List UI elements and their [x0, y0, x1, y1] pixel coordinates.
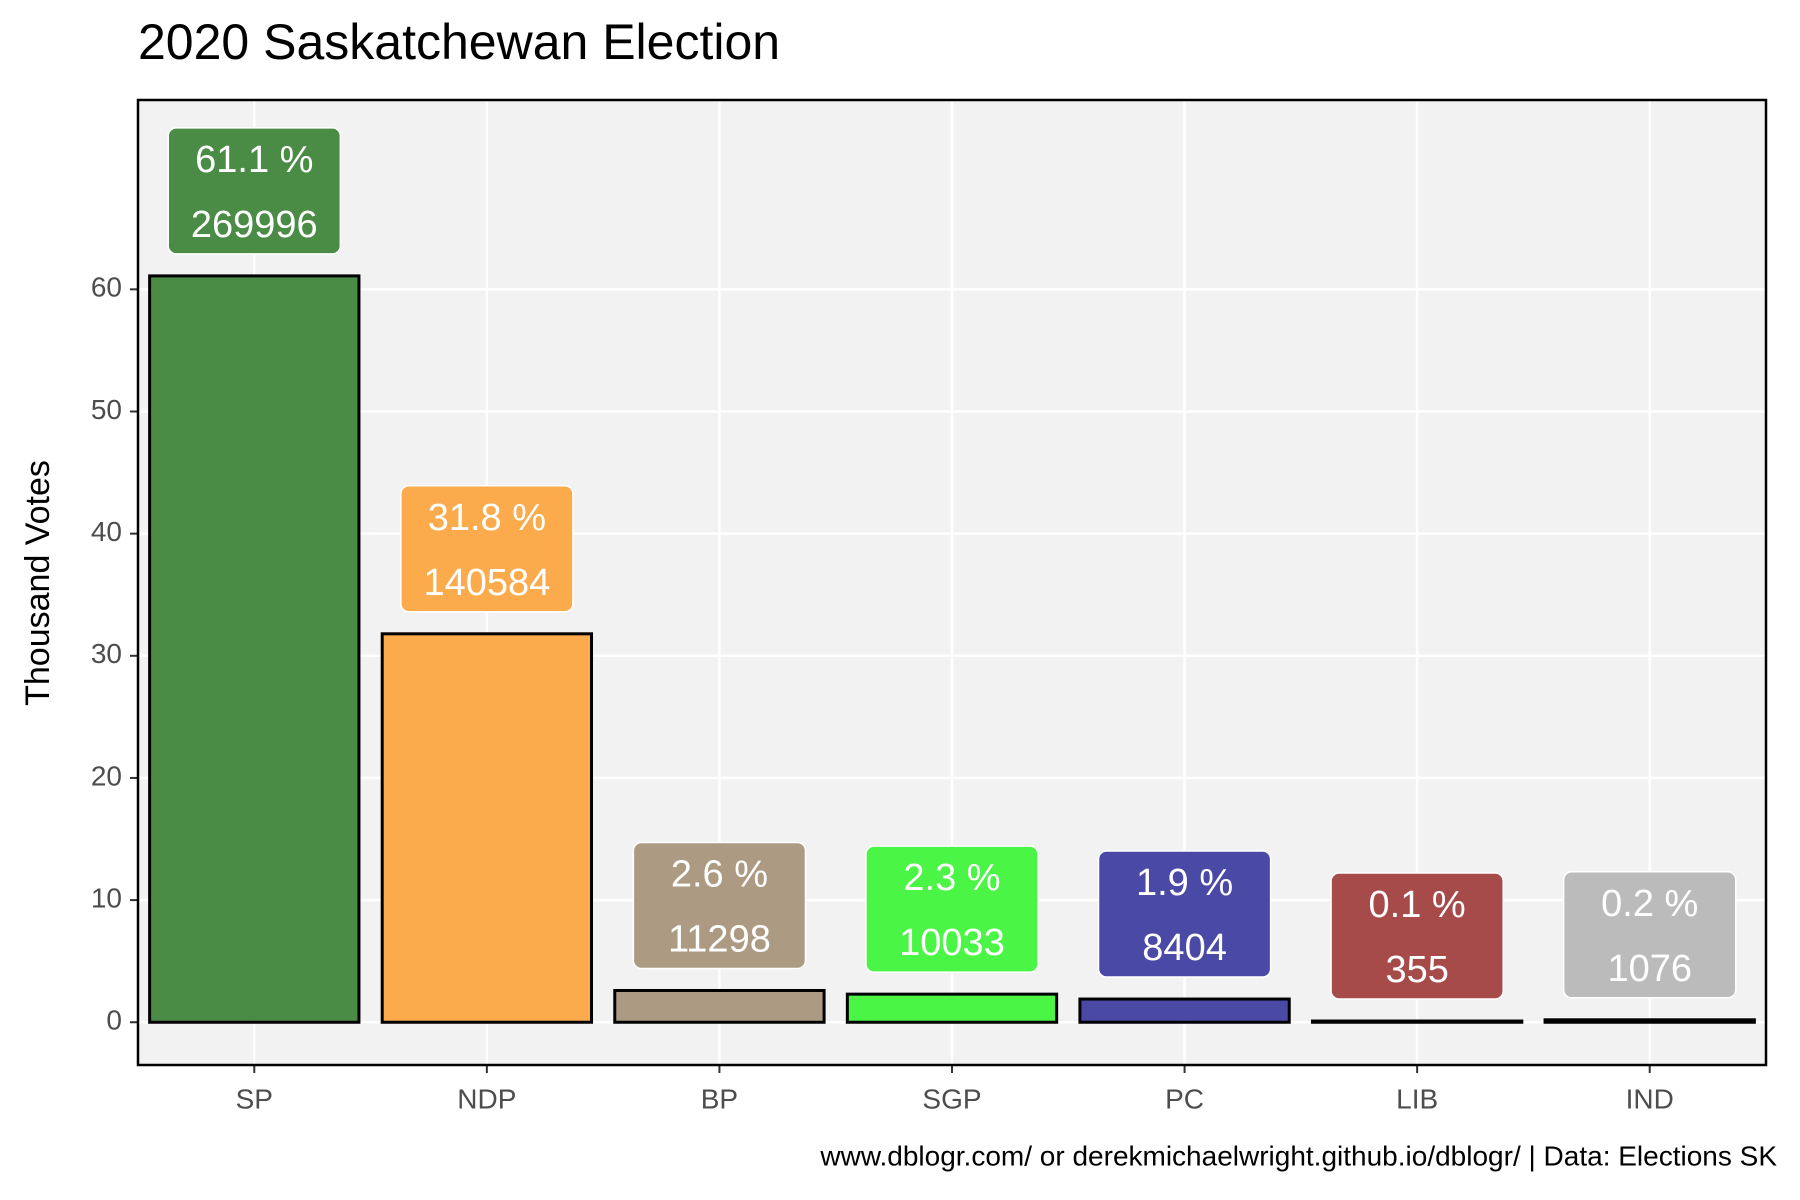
caption: www.dblogr.com/ or derekmichaelwright.gi…: [819, 1140, 1777, 1171]
x-tick-label: PC: [1165, 1083, 1204, 1114]
bar: [1078, 997, 1291, 1024]
y-tick-label: 60: [91, 272, 122, 303]
vote-label: 355: [1385, 949, 1448, 991]
y-axis-label: Thousand Votes: [19, 460, 57, 706]
label-box: [1097, 850, 1272, 978]
vote-label: 1076: [1607, 948, 1692, 990]
value-label: 61.1 %: [195, 139, 313, 181]
value-label: 0.2 %: [1601, 883, 1698, 925]
vote-label: 10033: [899, 922, 1005, 964]
x-tick-label: NDP: [457, 1083, 516, 1114]
bar: [148, 274, 361, 1024]
y-tick-label: 20: [91, 760, 122, 791]
vote-label: 8404: [1142, 927, 1227, 969]
y-tick-label: 30: [91, 638, 122, 669]
value-label: 1.9 %: [1136, 862, 1233, 904]
label-box: [632, 841, 807, 970]
label-box: [167, 127, 342, 255]
x-tick-label: LIB: [1396, 1083, 1438, 1114]
bar: [613, 988, 826, 1024]
vote-label: 11298: [668, 919, 771, 961]
bar: [380, 632, 594, 1024]
value-label: 0.1 %: [1369, 884, 1466, 926]
x-tick-label: BP: [701, 1083, 738, 1114]
x-tick-label: IND: [1626, 1083, 1674, 1114]
vote-label: 269996: [191, 204, 318, 246]
label-box: [865, 845, 1039, 973]
label-box: [1562, 871, 1737, 999]
bar: [845, 992, 1059, 1024]
chart-title: 2020 Saskatchewan Election: [138, 14, 780, 70]
value-label: 31.8 %: [428, 497, 546, 539]
label-box: [1330, 872, 1504, 1000]
label-box: [400, 485, 574, 613]
vote-label: 140584: [423, 562, 550, 604]
plot-border: [136, 98, 1768, 1067]
y-tick-label: 10: [91, 882, 122, 913]
y-tick-label: 0: [106, 1005, 122, 1036]
y-tick-label: 50: [91, 394, 122, 425]
bar: [1543, 1018, 1756, 1024]
bar: [1310, 1019, 1524, 1024]
value-label: 2.3 %: [903, 857, 1000, 899]
x-tick-label: SGP: [922, 1083, 981, 1114]
y-tick-label: 40: [91, 516, 122, 547]
value-label: 2.6 %: [671, 854, 768, 896]
x-tick-label: SP: [236, 1083, 273, 1114]
